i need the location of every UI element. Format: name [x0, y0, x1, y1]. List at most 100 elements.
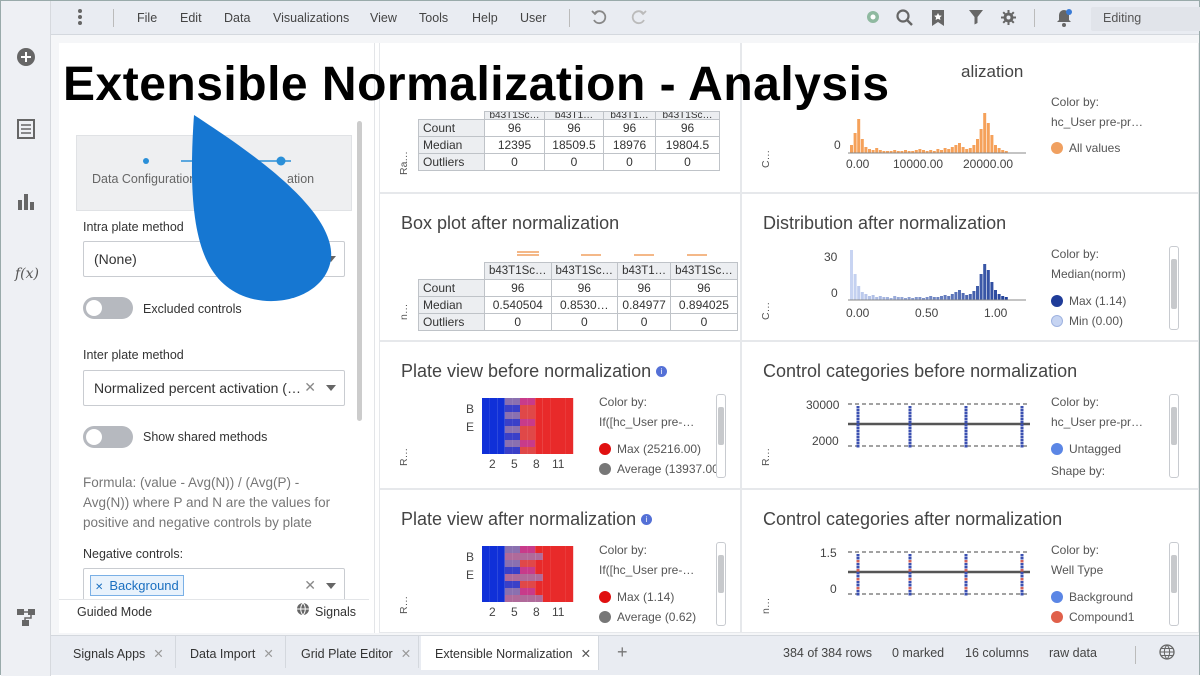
histogram-bar [947, 149, 951, 153]
histogram-bar [979, 274, 983, 300]
histogram-bar [889, 298, 893, 300]
more-vertical-icon[interactable] [77, 8, 83, 31]
legend-item[interactable]: Untagged [1051, 442, 1121, 456]
wizard-step-data-configuration[interactable]: Data Configuration [92, 172, 197, 186]
distribution-after-card[interactable]: Distribution after normalization C… 30 0… [741, 193, 1199, 341]
legend-item[interactable]: Max (1.14) [599, 590, 674, 604]
negative-controls-select[interactable]: ✕ Background ✕ [83, 568, 345, 604]
raw-data-link[interactable]: raw data [1049, 646, 1097, 660]
close-icon[interactable]: ✕ [400, 647, 412, 661]
clear-icon[interactable]: ✕ [304, 577, 316, 593]
filter-icon[interactable] [968, 9, 984, 30]
redo-icon[interactable] [631, 9, 647, 30]
plate-well [504, 581, 513, 588]
menu-data[interactable]: Data [224, 11, 251, 25]
plate-view-before-card[interactable]: Plate view before normalization i R… B E… [379, 341, 741, 489]
menu-view[interactable]: View [370, 11, 397, 25]
bookmark-icon[interactable] [931, 9, 945, 32]
menu-file[interactable]: File [137, 11, 158, 25]
control-plot-before [848, 403, 1030, 448]
plate-well [565, 581, 574, 588]
box-plot-after-card[interactable]: Box plot after normalization n… b43T1Sc…… [379, 193, 741, 341]
row-count: 384 of 384 rows [783, 646, 872, 660]
histogram-bar [871, 295, 875, 300]
legend-swatch [599, 611, 611, 623]
color-by-field[interactable]: If([hc_User pre-… [599, 563, 695, 577]
legend-item[interactable]: Max (25216.00) [599, 442, 701, 456]
gear-icon[interactable] [1000, 9, 1017, 31]
legend-item[interactable]: Background [1051, 590, 1133, 604]
histogram-bar [990, 135, 994, 153]
clear-icon[interactable]: ✕ [304, 379, 316, 395]
legend-scrollbar[interactable] [716, 394, 726, 478]
function-icon[interactable]: f(x) [15, 266, 40, 282]
mode-select[interactable]: Editing [1091, 7, 1200, 31]
close-icon[interactable]: ✕ [580, 647, 592, 661]
color-by-field[interactable]: hc_User pre-pr… [1051, 115, 1144, 129]
tab-signals-apps[interactable]: Signals Apps ✕ [61, 636, 176, 668]
legend-item[interactable]: Min (0.00) [1051, 314, 1123, 328]
color-by-field[interactable]: Well Type [1051, 563, 1104, 577]
guided-mode-link[interactable]: Guided Mode [77, 605, 153, 619]
y-tick: 2000 [812, 434, 839, 448]
info-icon[interactable]: i [656, 366, 668, 377]
legend-scrollbar[interactable] [1169, 542, 1179, 626]
legend-item[interactable]: Average (0.62) [599, 610, 696, 624]
control-categories-after-card[interactable]: Control categories after normalization n… [741, 489, 1199, 633]
data-point [1020, 445, 1024, 448]
wizard-step-normalization[interactable]: ation [287, 172, 315, 186]
panel-scrollbar[interactable] [357, 121, 362, 421]
plate-well [558, 426, 566, 433]
color-by-field[interactable]: If([hc_User pre-… [599, 415, 695, 429]
data-point [908, 436, 912, 439]
legend-item[interactable]: Max (1.14) [1051, 294, 1126, 308]
legend-item[interactable]: Average (13937.00) [599, 462, 723, 476]
workflow-icon[interactable] [15, 607, 37, 629]
excluded-controls-toggle[interactable] [83, 297, 133, 319]
legend-item[interactable]: Compound1 [1051, 610, 1134, 624]
close-icon[interactable]: ✕ [263, 647, 274, 661]
undo-icon[interactable] [591, 9, 607, 30]
close-icon[interactable]: ✕ [153, 647, 164, 661]
add-icon[interactable] [15, 47, 37, 69]
tab-grid-plate-editor[interactable]: Grid Plate Editor ✕ [289, 636, 419, 668]
data-point [964, 590, 968, 593]
legend-item[interactable]: All values [1051, 141, 1120, 155]
axis-label: n… [398, 303, 410, 320]
menu-help[interactable]: Help [472, 11, 498, 25]
data-point [908, 424, 912, 427]
inter-plate-select[interactable]: Normalized percent activation (… ✕ [83, 370, 345, 406]
chip-remove-icon[interactable]: ✕ [95, 582, 104, 593]
signals-link[interactable]: Signals [315, 605, 356, 619]
data-point [908, 566, 912, 569]
menu-edit[interactable]: Edit [180, 11, 202, 25]
plate-well [527, 574, 536, 581]
legend-scrollbar[interactable] [1169, 246, 1179, 330]
ai-recommendation-icon[interactable] [865, 9, 881, 30]
visualization-icon[interactable] [15, 191, 37, 213]
plate-view-after-card[interactable]: Plate view after normalization i R… B E … [379, 489, 741, 633]
data-table-icon[interactable] [15, 119, 37, 141]
distribution-before-card[interactable]: alization C… 0 0.00 10000.00 20000.00 Co… [741, 43, 1199, 193]
box-plot-before-card[interactable]: Ra… b43T1Sc… b43T1… b43T1… b43T1Sc… Coun… [379, 43, 741, 193]
show-shared-toggle[interactable] [83, 426, 133, 448]
color-by-field[interactable]: hc_User pre-pr… [1051, 415, 1144, 429]
legend-scrollbar[interactable] [716, 542, 726, 626]
tab-data-import[interactable]: Data Import ✕ [178, 636, 286, 668]
plate-well [482, 447, 490, 454]
info-icon[interactable]: i [641, 514, 653, 525]
control-categories-before-card[interactable]: Control categories before normalization … [741, 341, 1199, 489]
menu-tools[interactable]: Tools [419, 11, 449, 25]
globe-icon[interactable] [1159, 644, 1175, 663]
histogram-bar [1001, 150, 1005, 153]
background-chip[interactable]: ✕ Background [90, 575, 184, 596]
menu-visualizations[interactable]: Visualizations [273, 11, 350, 25]
legend-scrollbar[interactable] [1169, 394, 1179, 478]
plate-well [542, 567, 551, 574]
color-by-field[interactable]: Median(norm) [1051, 267, 1126, 281]
add-tab-icon[interactable]: + [617, 642, 628, 662]
tab-extensible-normalization[interactable]: Extensible Normalization ✕ [421, 636, 599, 670]
search-icon[interactable] [896, 9, 914, 32]
menu-user[interactable]: User [520, 11, 547, 25]
notification-bell-icon[interactable] [1056, 9, 1072, 32]
